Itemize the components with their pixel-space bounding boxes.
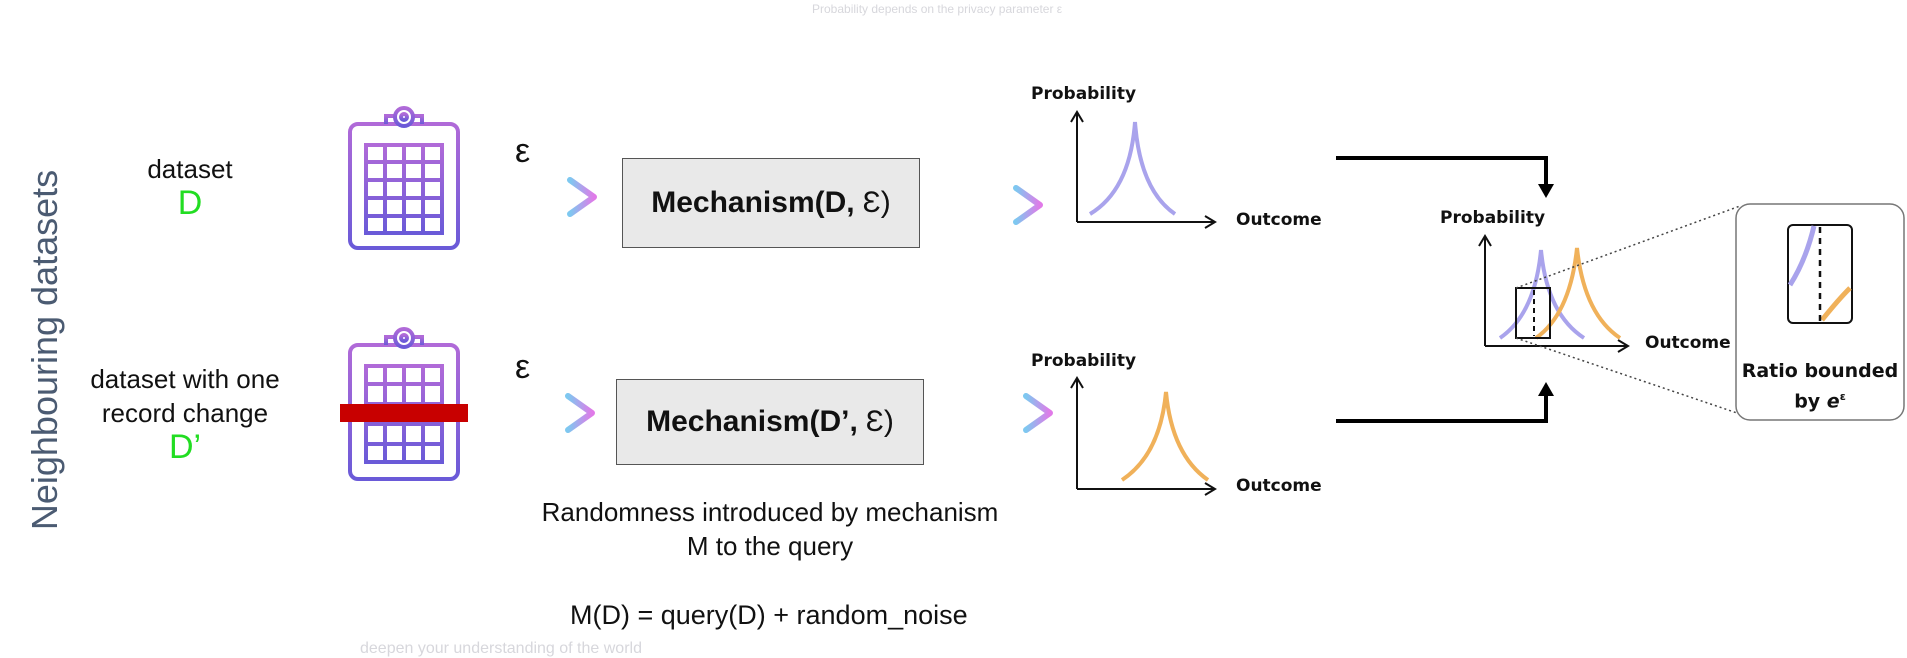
combined-orange-curve — [1534, 247, 1622, 340]
connector-arrowhead-bottom — [1538, 382, 1554, 396]
combined-plot-x-label: Outcome — [1645, 333, 1731, 353]
zoom-region-box — [1515, 287, 1551, 339]
noise-waveform-icon — [710, 278, 810, 346]
combined-purple-curve — [1498, 249, 1586, 340]
mechanism-box-bottom: Mechanism(D’, Ɛ) — [616, 379, 924, 465]
mechanism-bottom-eps: Ɛ) — [865, 405, 894, 438]
zoom-caption-prefix: by — [1794, 390, 1827, 413]
arrow-dataset-to-mechanism-top — [489, 177, 597, 217]
changed-record-bar — [340, 404, 468, 422]
dataset-bottom-line1: dataset with one — [90, 364, 280, 394]
connector-arrow-top — [1336, 156, 1548, 188]
zoom-caption-sup: ε — [1839, 390, 1846, 403]
plot-bottom-y-label: Probability — [1031, 351, 1137, 371]
zoom-caption-math: e — [1826, 390, 1840, 413]
zoom-caption-line1: Ratio bounded — [1741, 360, 1899, 382]
caption-line1: Randomness introduced by mechanism — [541, 497, 999, 527]
distribution-plot-top — [1070, 110, 1217, 229]
mechanism-box-top: Mechanism(D, Ɛ) — [622, 158, 920, 248]
mechanism-top-eps: Ɛ) — [862, 186, 891, 219]
mechanism-bottom-text: Mechanism(D’, — [646, 405, 858, 438]
dataset-bottom-line2: record change — [101, 398, 269, 428]
plot-bottom-x-label: Outcome — [1236, 476, 1322, 496]
purple-curve-top — [1088, 121, 1177, 216]
combined-plot-y-label: Probability — [1440, 208, 1546, 228]
connector-arrow-bottom — [1336, 392, 1548, 423]
caption-line2: M to the query — [686, 531, 854, 561]
mechanism-top-text: Mechanism(D, — [651, 186, 855, 219]
clipboard-icon-top — [348, 106, 460, 250]
arrow-mechanism-to-plot-top — [939, 185, 1043, 225]
plot-top-x-label: Outcome — [1236, 210, 1322, 230]
dataset-bottom-name: D’ — [168, 428, 202, 466]
dataset-bottom-label: dataset with one record change D’ — [60, 362, 310, 464]
faint-header-text: Probability depends on the privacy param… — [812, 2, 1063, 16]
mechanism-formula: M(D) = query(D) + random_noise — [570, 600, 968, 630]
randomness-caption: Randomness introduced by mechanism M to … — [500, 495, 1040, 563]
arrow-dataset-to-mechanism-bottom — [489, 393, 595, 433]
arrow-mechanism-to-plot-bottom — [947, 393, 1053, 433]
orange-curve-bottom — [1120, 391, 1210, 482]
dataset-top-text: dataset — [147, 154, 233, 184]
zoom-ratio-caption: Ratio bounded by eε — [1736, 358, 1904, 414]
connector-arrowhead-top — [1538, 184, 1554, 198]
dataset-top-name: D — [177, 184, 203, 222]
zoom-inset — [1735, 203, 1905, 421]
combined-distribution-plot — [1478, 205, 1741, 415]
epsilon-label-top: ε — [515, 132, 531, 170]
plot-top-y-label: Probability — [1031, 84, 1137, 104]
epsilon-label-bottom: ε — [515, 348, 531, 386]
dataset-top-label: dataset D — [110, 152, 270, 220]
distribution-plot-bottom — [1070, 376, 1217, 496]
